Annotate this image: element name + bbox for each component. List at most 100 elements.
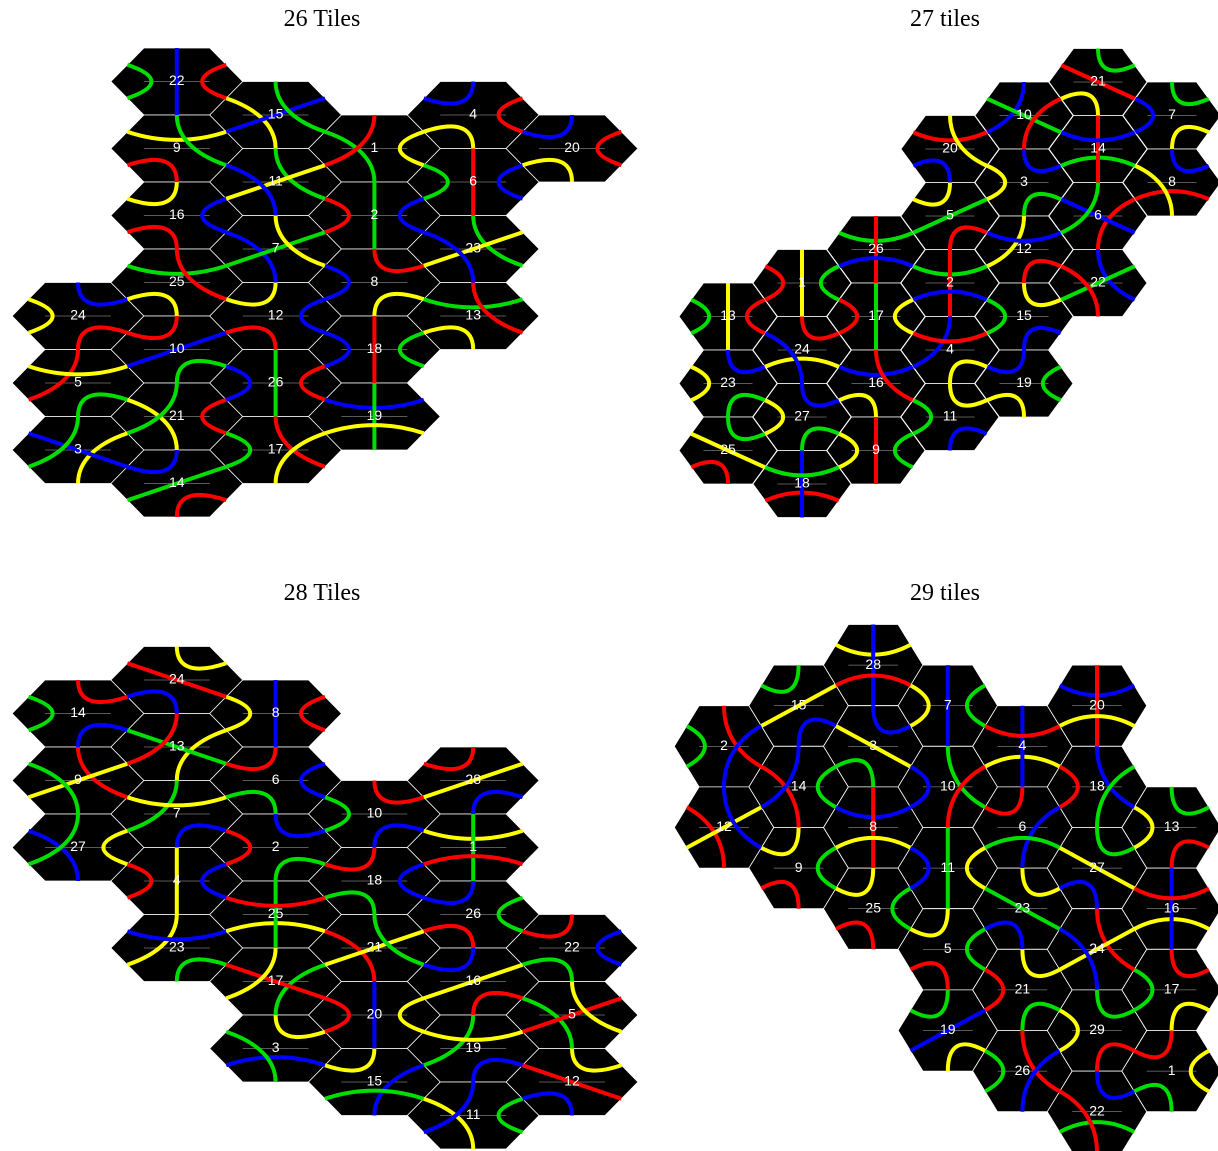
- tile-number: 13: [1164, 818, 1180, 834]
- track: [893, 431, 914, 470]
- tile-number: 7: [944, 696, 952, 712]
- tile-number: 7: [272, 240, 280, 256]
- tile-number: 3: [74, 441, 82, 457]
- track: [27, 416, 80, 469]
- track: [912, 289, 988, 302]
- track: [1133, 967, 1155, 1012]
- track: [912, 158, 952, 183]
- tile-number: 18: [367, 872, 383, 888]
- tile-number: 29: [1089, 1021, 1105, 1037]
- track: [225, 746, 278, 772]
- track: [1134, 96, 1155, 135]
- tile-number: 10: [367, 805, 383, 821]
- tile-number: 1: [1168, 1062, 1176, 1078]
- tile-number: 21: [1015, 981, 1031, 997]
- track: [423, 1014, 476, 1068]
- track: [722, 705, 763, 769]
- track: [174, 248, 227, 302]
- track: [398, 330, 425, 369]
- track: [909, 1008, 987, 1053]
- track: [965, 846, 987, 891]
- track: [273, 1014, 326, 1040]
- track: [595, 929, 623, 967]
- track: [521, 114, 574, 140]
- track: [871, 705, 912, 735]
- tile-number: 28: [465, 771, 481, 787]
- track: [570, 1048, 623, 1073]
- track: [1020, 805, 1061, 869]
- track: [986, 230, 1062, 243]
- track: [1095, 1071, 1136, 1100]
- track: [722, 724, 763, 787]
- track: [1020, 868, 1061, 897]
- track: [299, 761, 326, 800]
- track: [126, 330, 227, 369]
- track: [834, 868, 876, 897]
- track: [760, 764, 801, 828]
- track: [1060, 63, 1136, 101]
- track: [815, 764, 837, 809]
- track: [1058, 764, 1080, 809]
- track: [726, 349, 766, 374]
- track: [126, 181, 179, 207]
- tile-number: 12: [268, 307, 284, 323]
- track: [273, 416, 326, 469]
- track: [1188, 1049, 1210, 1094]
- tile-number: 16: [868, 374, 884, 390]
- track: [1095, 746, 1136, 809]
- tile-number: 14: [70, 704, 86, 720]
- track: [372, 914, 425, 967]
- track: [834, 920, 876, 950]
- tile-number: 28: [865, 656, 881, 672]
- track: [126, 224, 179, 250]
- track: [324, 929, 425, 967]
- track: [1058, 927, 1136, 972]
- track: [1058, 927, 1099, 990]
- track: [324, 114, 377, 168]
- track: [423, 1096, 476, 1150]
- track: [324, 263, 351, 302]
- track: [225, 895, 326, 908]
- track: [423, 230, 476, 283]
- tile-number: 10: [940, 778, 956, 794]
- tile-number: 27: [794, 408, 810, 424]
- tile-number: 9: [872, 441, 880, 457]
- track: [324, 847, 377, 872]
- track: [76, 392, 129, 417]
- track: [496, 895, 524, 934]
- track: [800, 383, 840, 408]
- track: [909, 908, 950, 938]
- track: [27, 694, 55, 733]
- track: [324, 1088, 425, 1101]
- track: [1060, 130, 1136, 143]
- track: [1095, 1042, 1136, 1072]
- tile-number: 13: [169, 738, 185, 754]
- tile-number: 6: [272, 771, 280, 787]
- track: [912, 316, 952, 369]
- track: [126, 129, 227, 142]
- track: [874, 349, 914, 403]
- track: [1170, 148, 1210, 173]
- track: [890, 886, 912, 931]
- track: [912, 331, 988, 344]
- track: [398, 196, 425, 235]
- tile-number: 5: [946, 207, 954, 223]
- tile-number: 12: [1016, 240, 1032, 256]
- track: [726, 393, 766, 418]
- track: [1060, 91, 1100, 116]
- tile-number: 2: [371, 206, 379, 222]
- tile-number: 5: [568, 1006, 576, 1022]
- track: [986, 215, 1026, 269]
- track: [225, 230, 326, 268]
- track: [1020, 1030, 1061, 1094]
- track: [945, 1042, 987, 1072]
- track: [76, 722, 129, 748]
- track: [1058, 846, 1136, 891]
- track: [423, 854, 524, 867]
- tile-number: 15: [791, 696, 807, 712]
- tile-number: 9: [795, 859, 803, 875]
- tile-number: 16: [1164, 899, 1180, 915]
- tile-number: 2: [720, 737, 728, 753]
- tile-number: 12: [564, 1073, 580, 1089]
